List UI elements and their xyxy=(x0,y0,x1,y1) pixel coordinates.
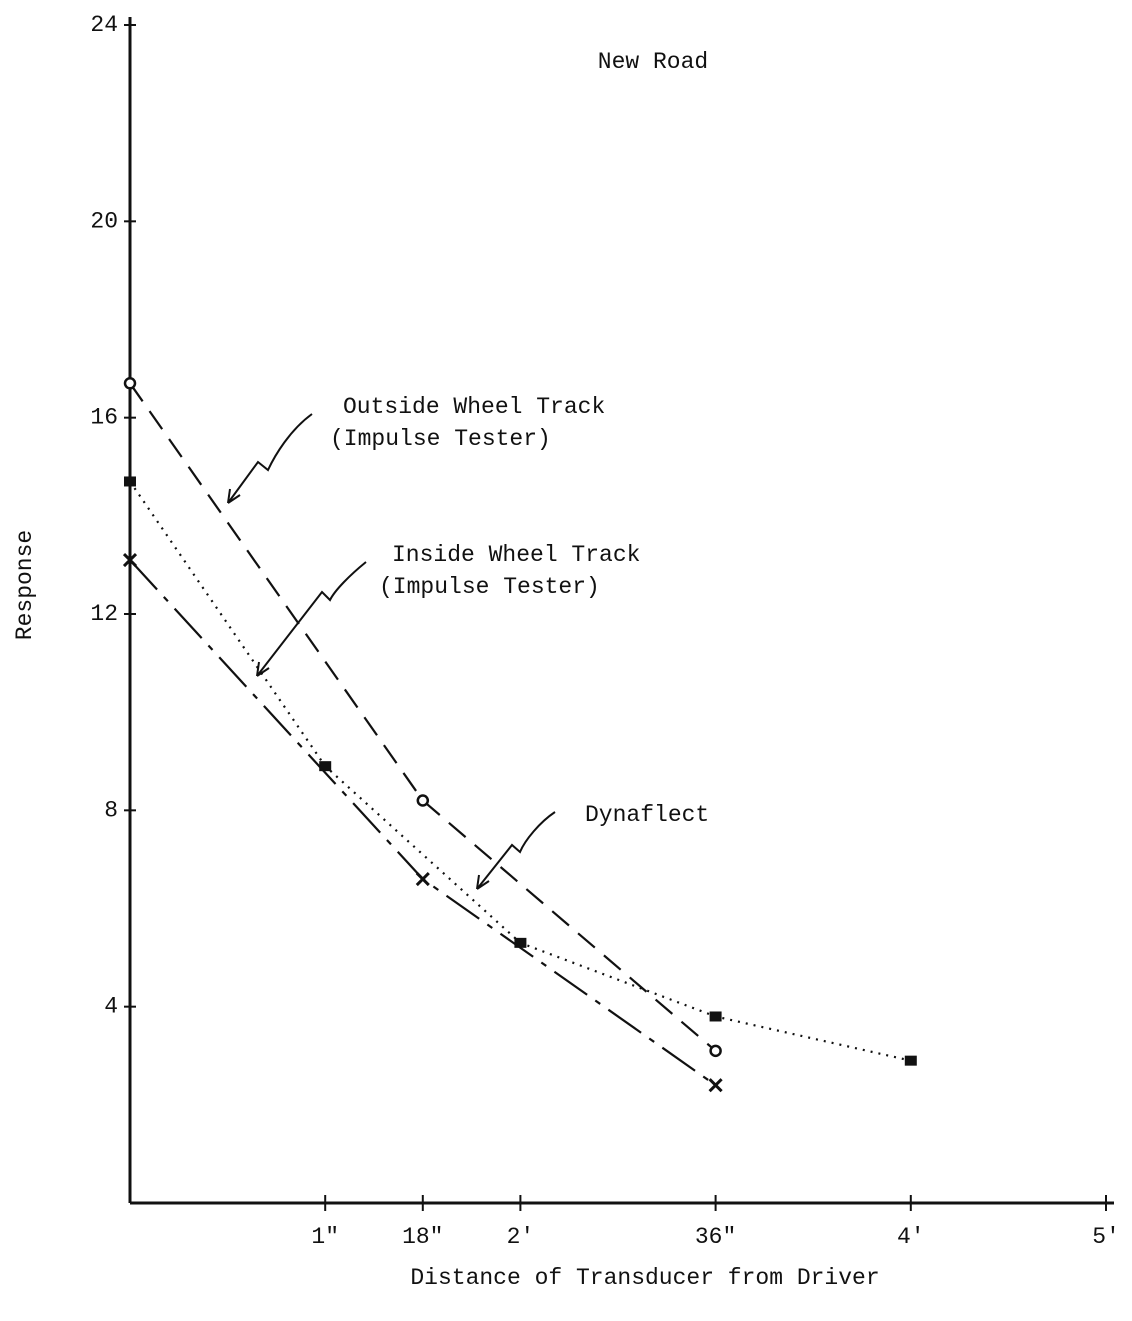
annotation-arrows xyxy=(227,413,556,890)
marker xyxy=(416,794,430,807)
y-tick-label: 24 xyxy=(90,12,118,38)
marker xyxy=(124,476,136,487)
x-tick-label: 4' xyxy=(897,1224,925,1250)
y-tick-label: 20 xyxy=(90,208,118,234)
x-axis-label: Distance of Transducer from Driver xyxy=(410,1265,879,1291)
arrow xyxy=(476,811,556,890)
x-tick-label: 2' xyxy=(507,1224,535,1250)
marker xyxy=(708,1078,723,1093)
series-label: Outside Wheel Track xyxy=(343,394,605,420)
y-tick-label: 16 xyxy=(90,405,118,431)
marker xyxy=(709,1011,722,1022)
series-line xyxy=(129,382,717,1052)
y-tick-label: 8 xyxy=(104,797,118,823)
y-tick-label: 12 xyxy=(90,601,118,627)
series-line xyxy=(129,480,912,1062)
marker xyxy=(122,552,138,568)
series-label-note: (Impulse Tester) xyxy=(379,574,600,600)
chart-title: New Road xyxy=(598,49,708,75)
marker xyxy=(319,761,332,772)
series-label: Dynaflect xyxy=(585,802,709,828)
series-label: Inside Wheel Track xyxy=(392,542,640,568)
series-label-note: (Impulse Tester) xyxy=(330,426,551,452)
x-tick-label: 5' xyxy=(1092,1224,1120,1250)
marker xyxy=(904,1055,917,1066)
marker xyxy=(123,377,137,390)
y-axis-label: Response xyxy=(12,530,38,640)
arrow-head xyxy=(256,661,270,677)
arrow-head xyxy=(227,488,241,504)
x-tick-label: 36" xyxy=(695,1224,736,1250)
y-tick-label: 4 xyxy=(104,994,118,1020)
marker xyxy=(415,871,430,887)
arrow xyxy=(256,561,367,677)
arrow-head xyxy=(476,874,490,890)
arrow xyxy=(227,413,313,504)
marker xyxy=(514,937,527,948)
x-tick-label: 18" xyxy=(402,1224,443,1250)
marker xyxy=(709,1044,722,1058)
x-tick-label: 1" xyxy=(311,1224,339,1250)
